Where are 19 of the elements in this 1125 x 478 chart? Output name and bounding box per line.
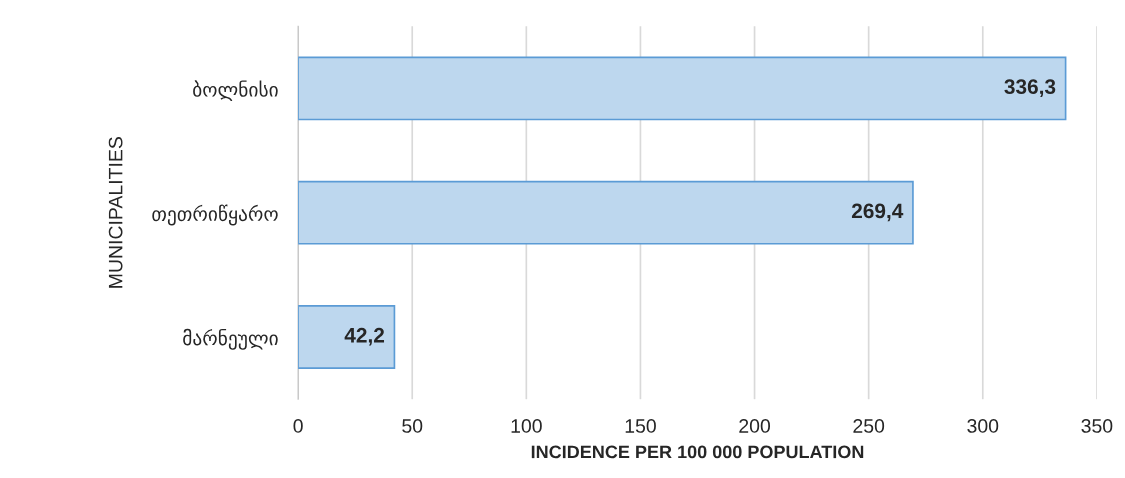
data-label: 269,4 [851,203,904,222]
x-tick-label: 0 [293,419,303,433]
y-tick-label: მარნეული [183,328,278,350]
x-axis-title: INCIDENCE PER 100 000 POPULATION [531,445,864,459]
data-label: 42,2 [344,327,385,346]
y-tick-label: ბოლნისი [193,80,278,102]
x-tick-label: 200 [739,419,771,433]
bar [298,305,396,369]
bar [298,56,1067,121]
data-label: 336,3 [1004,79,1056,98]
y-tick-label: თეთრიწყარო [152,204,278,226]
x-tick-label: 150 [625,419,656,433]
x-tick-label: 250 [853,419,885,433]
x-tick-label: 300 [967,419,999,433]
y-axis-title: MUNICIPALITIES [108,137,123,288]
bar [298,180,914,245]
x-tick-label: 100 [511,419,542,433]
x-tick-label: 50 [402,419,423,433]
x-tick-label: 350 [1081,419,1113,433]
